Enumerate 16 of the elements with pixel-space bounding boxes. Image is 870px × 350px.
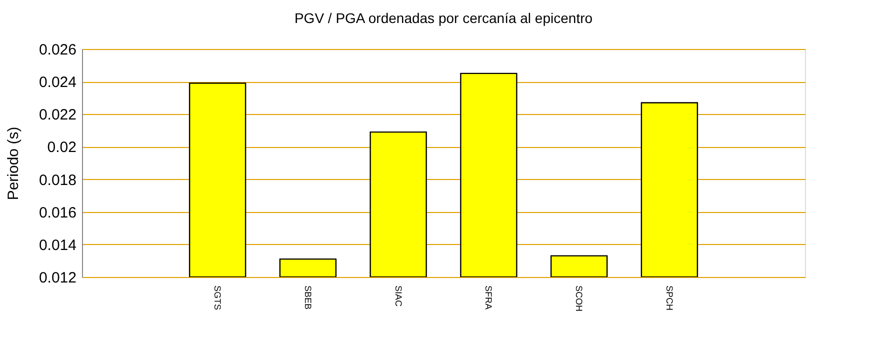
y-tick-label: 0.018 bbox=[38, 172, 76, 189]
x-tick-label: SPCH bbox=[664, 286, 674, 311]
x-tick-label: SIAC bbox=[393, 286, 404, 308]
y-tick-label: 0.012 bbox=[38, 270, 76, 286]
x-tick-label: SCOH bbox=[574, 286, 584, 312]
y-tick-label: 0.022 bbox=[38, 106, 76, 124]
y-axis-title: Periodo (s) bbox=[4, 126, 22, 200]
y-tick-label: 0.024 bbox=[38, 74, 76, 92]
x-tick-label: SFRA bbox=[484, 286, 494, 310]
chart-title: PGV / PGA ordenadas por cercanía al epicentro bbox=[294, 10, 593, 26]
y-tick-label: 0.026 bbox=[38, 42, 76, 58]
y-tick-label: 0.02 bbox=[47, 139, 76, 156]
x-tick-label: SGTS bbox=[212, 286, 223, 310]
y-tick-label: 0.016 bbox=[38, 204, 76, 222]
x-tick-label: SBEB bbox=[302, 286, 313, 310]
y-tick-label: 0.014 bbox=[38, 236, 76, 254]
